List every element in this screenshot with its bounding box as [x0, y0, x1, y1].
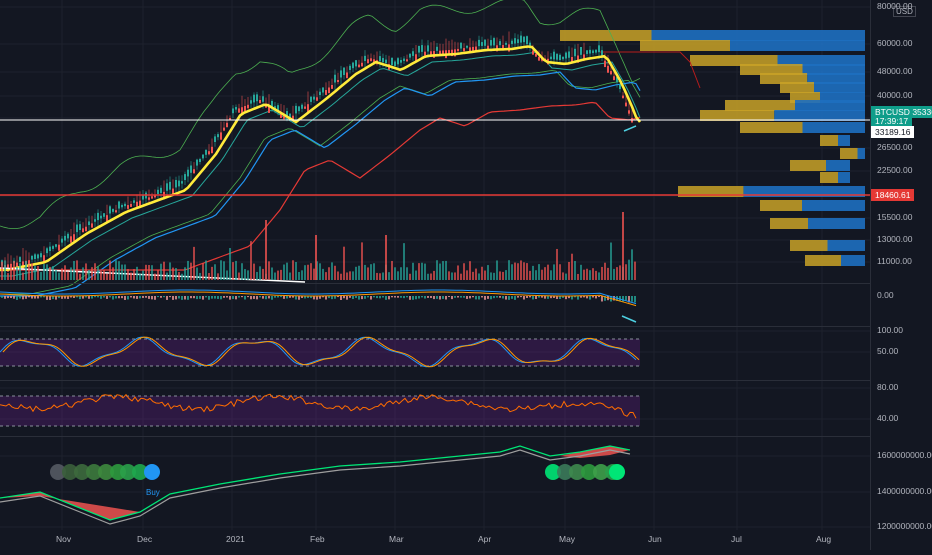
volume-bars: [1, 212, 636, 280]
indicator-tick-label: 1200000000.00: [877, 521, 932, 531]
indicator-tick-label: 80.00: [877, 382, 899, 392]
profile-bar-down: [740, 64, 803, 75]
time-tick-label: Mar: [389, 534, 404, 544]
profile-bar-up: [743, 186, 865, 197]
buy-signal-label: Buy: [146, 488, 160, 497]
pane-separator[interactable]: [0, 283, 870, 284]
pane-separator[interactable]: [0, 436, 870, 437]
profile-bar-up: [838, 135, 850, 146]
ema-fast-line: [0, 45, 642, 272]
pane-separator[interactable]: [0, 380, 870, 381]
time-tick-label: Feb: [310, 534, 325, 544]
time-tick-label: Aug: [816, 534, 832, 544]
last-price-value: 35336.26: [912, 107, 932, 117]
profile-bar-down: [760, 73, 808, 84]
profile-bar-down: [678, 186, 744, 197]
profile-bar-up: [802, 200, 865, 211]
time-tick-label: 2021: [226, 534, 245, 544]
profile-bar-up: [802, 64, 865, 75]
profile-bar-down: [640, 40, 730, 51]
indicator-tick-label: 100.00: [877, 325, 903, 335]
volume-profile: [560, 30, 865, 266]
signal-dot-latest[interactable]: [609, 464, 625, 480]
profile-bar-up: [827, 240, 865, 251]
signal-dots: [50, 464, 625, 480]
time-tick-label: Apr: [478, 534, 492, 544]
red-line-tag: 18460.61: [871, 189, 915, 201]
indicator-tick-label: 50.00: [877, 346, 899, 356]
obv-pane: [0, 445, 631, 525]
price-tick-label: 80000.00: [877, 1, 913, 11]
profile-bar-down: [840, 148, 858, 159]
profile-bar-up: [814, 82, 865, 93]
profile-bar-up: [777, 55, 865, 66]
symbol-label: BTCUSD: [875, 107, 910, 117]
profile-bar-up: [838, 172, 850, 183]
profile-bar-up: [807, 73, 865, 84]
profile-bar-down: [790, 160, 826, 171]
profile-bar-up: [820, 92, 865, 103]
pane-separator[interactable]: [0, 326, 870, 327]
price-tick-label: 26500.00: [877, 142, 913, 152]
profile-bar-down: [760, 200, 802, 211]
lower-band-line: [0, 70, 641, 295]
profile-bar-down: [820, 172, 838, 183]
profile-bar-up: [730, 40, 865, 51]
profile-bar-down: [700, 110, 775, 121]
profile-bar-down: [725, 100, 795, 111]
profile-bar-down: [790, 240, 828, 251]
profile-bar-down: [770, 218, 808, 229]
profile-bar-up: [808, 218, 865, 229]
profile-bar-up: [802, 122, 865, 133]
buy-signal-dot[interactable]: [144, 464, 160, 480]
profile-bar-down: [805, 255, 841, 266]
indicator-tick-label: 1600000000.00: [877, 450, 932, 460]
indicator-tick-label: 0.00: [877, 290, 894, 300]
profile-bar-down: [560, 30, 652, 41]
stochastic-pane: [0, 336, 640, 368]
grid: [0, 0, 870, 530]
macd-pane: [0, 289, 637, 323]
profile-bar-down: [690, 55, 778, 66]
indicator-tick-label: 40.00: [877, 413, 899, 423]
profile-bar-up: [826, 160, 850, 171]
profile-bar-up: [774, 110, 865, 121]
time-tick-label: May: [559, 534, 576, 544]
ma-long-line: [0, 101, 641, 271]
chart-svg[interactable]: [0, 0, 870, 550]
profile-bar-up: [841, 255, 865, 266]
indicator-tick-label: 1400000000.00: [877, 486, 932, 496]
horizontal-line-tag: 33189.16: [871, 126, 915, 138]
price-tick-label: 22500.00: [877, 165, 913, 175]
countdown-tag: 17:39:17: [871, 115, 913, 127]
profile-bar-down: [820, 135, 838, 146]
price-tick-label: 15500.00: [877, 212, 913, 222]
time-tick-label: Dec: [137, 534, 153, 544]
profile-bar-down: [790, 92, 820, 103]
profile-bar-down: [740, 122, 803, 133]
currency-badge[interactable]: USD: [893, 6, 916, 17]
price-tick-label: 60000.00: [877, 38, 913, 48]
price-tick-label: 13000.00: [877, 234, 913, 244]
profile-bar-up: [651, 30, 865, 41]
rsi-pane: [0, 393, 640, 427]
profile-bar-up: [795, 100, 865, 111]
price-tick-label: 11000.00: [877, 256, 912, 266]
profile-bar-down: [780, 82, 814, 93]
divergence-line: [623, 125, 637, 132]
projection-line: [600, 51, 701, 89]
time-tick-label: Jun: [648, 534, 662, 544]
upper-band-line: [0, 0, 641, 230]
price-tick-label: 48000.00: [877, 66, 913, 76]
time-tick-label: Nov: [56, 534, 72, 544]
ma-mid-line: [0, 71, 641, 297]
time-tick-label: Jul: [731, 534, 742, 544]
price-axis[interactable]: USD 80000.0060000.0048000.0040000.003100…: [870, 0, 932, 550]
profile-bar-up: [857, 148, 865, 159]
chart-canvas[interactable]: Buy Nov Dec 2021 Feb Mar Apr May Jun Jul Aug: [0, 0, 870, 550]
price-tick-label: 40000.00: [877, 90, 913, 100]
